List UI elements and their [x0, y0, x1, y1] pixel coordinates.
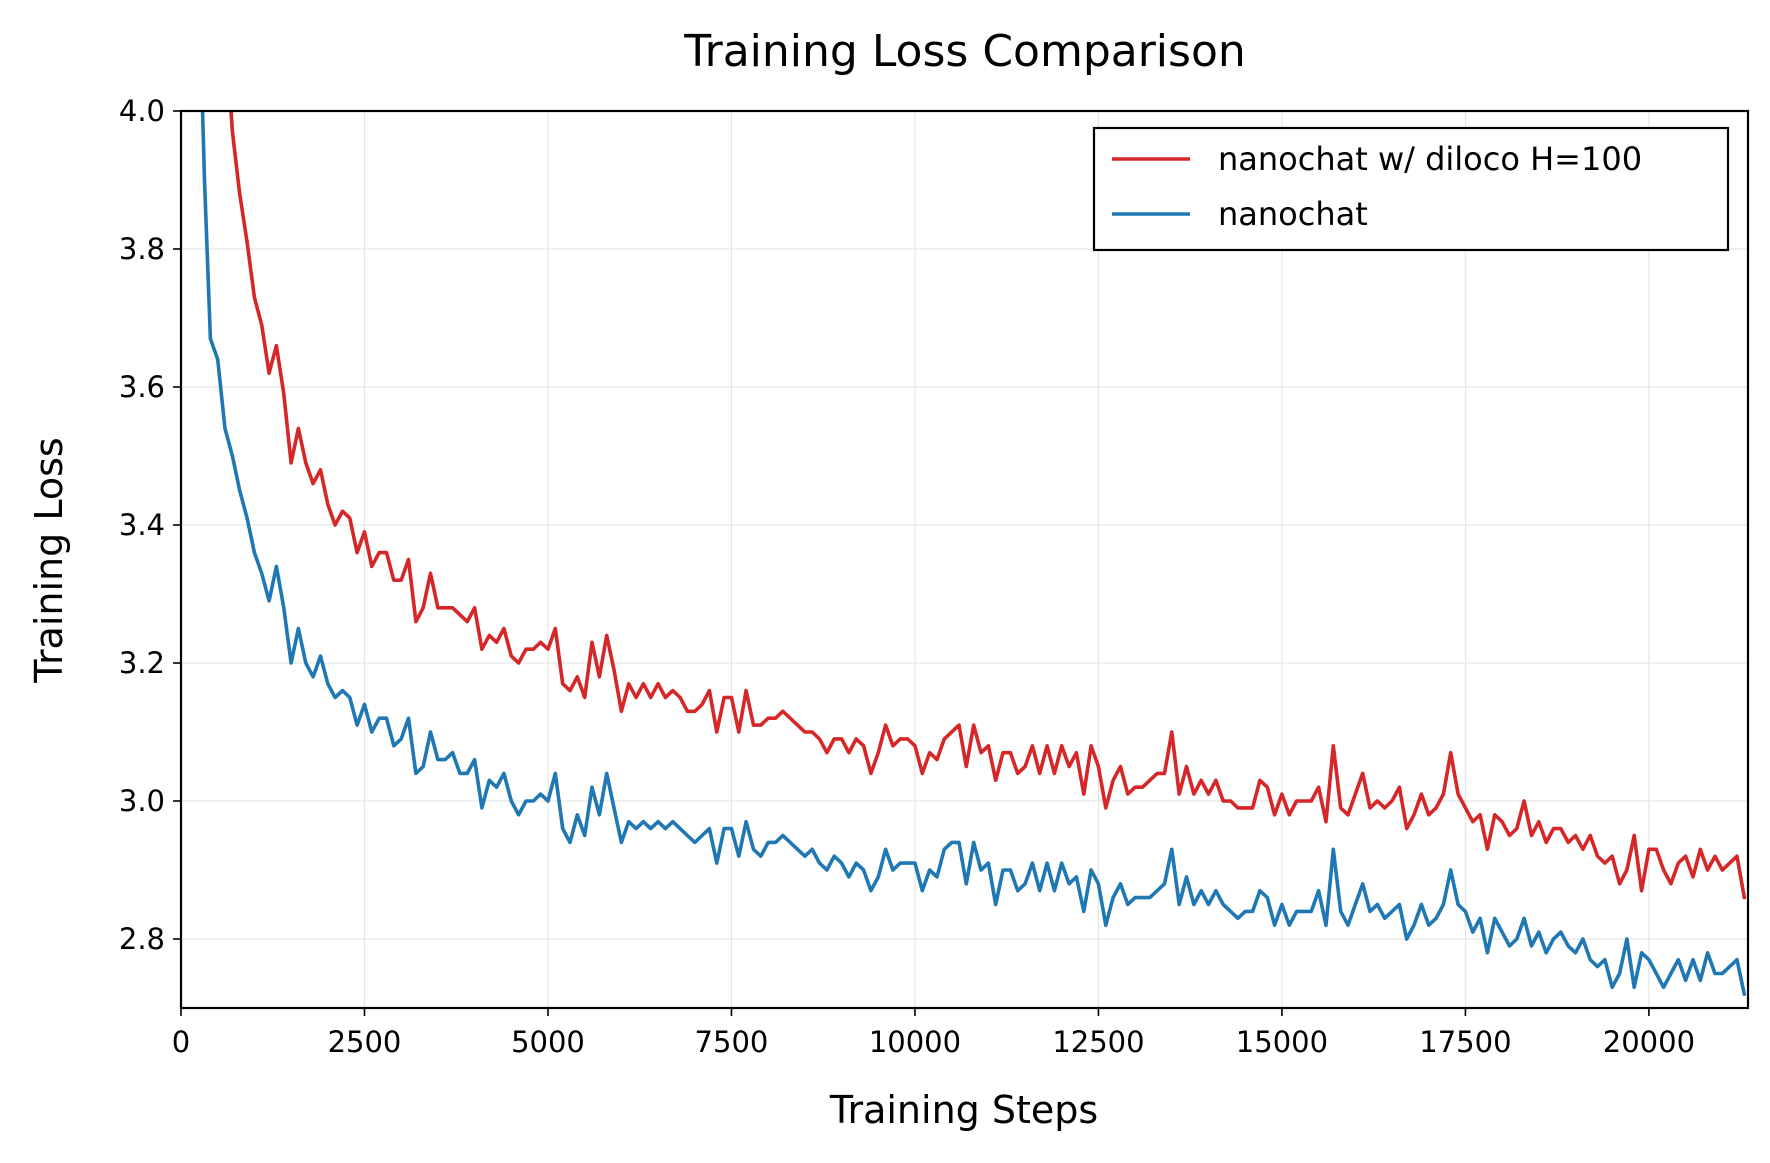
legend-label-nanochat: nanochat	[1218, 195, 1368, 233]
x-tick-label: 7500	[695, 1025, 769, 1059]
grid	[180, 110, 1748, 1008]
x-axis-ticks: 0 2500 5000 7500 10000 12500 15000 17500 20000	[172, 1008, 1695, 1059]
chart-title: Training Loss Comparison	[683, 26, 1246, 77]
y-tick-label: 3.4	[119, 508, 165, 542]
x-tick-label: 15000	[1236, 1025, 1328, 1059]
x-tick-label: 12500	[1052, 1025, 1144, 1059]
legend-label-diloco: nanochat w/ diloco H=100	[1218, 140, 1642, 178]
series-line-nanochat	[200, 111, 1747, 996]
series-line-diloco	[229, 111, 1747, 900]
y-tick-label: 4.0	[119, 94, 165, 128]
x-tick-label: 20000	[1603, 1025, 1695, 1059]
plot-frame	[179, 109, 1750, 1010]
plot-area	[200, 111, 1747, 996]
y-axis-label: Training Loss	[27, 437, 71, 683]
y-tick-label: 3.8	[119, 232, 165, 266]
x-tick-label: 2500	[328, 1025, 402, 1059]
x-tick-label: 0	[172, 1025, 190, 1059]
y-tick-label: 2.8	[119, 922, 165, 956]
y-tick-label: 3.6	[119, 370, 165, 404]
x-tick-label: 10000	[869, 1025, 961, 1059]
y-axis-ticks: 2.8 3.0 3.2 3.4 3.6 3.8 4.0	[119, 94, 181, 956]
legend: nanochat w/ diloco H=100 nanochat	[1092, 126, 1730, 252]
y-tick-label: 3.2	[119, 646, 165, 680]
x-tick-label: 17500	[1419, 1025, 1511, 1059]
x-tick-label: 5000	[511, 1025, 585, 1059]
legend-frame	[1092, 126, 1730, 252]
x-axis-label: Training Steps	[829, 1088, 1098, 1132]
y-tick-label: 3.0	[119, 784, 165, 818]
